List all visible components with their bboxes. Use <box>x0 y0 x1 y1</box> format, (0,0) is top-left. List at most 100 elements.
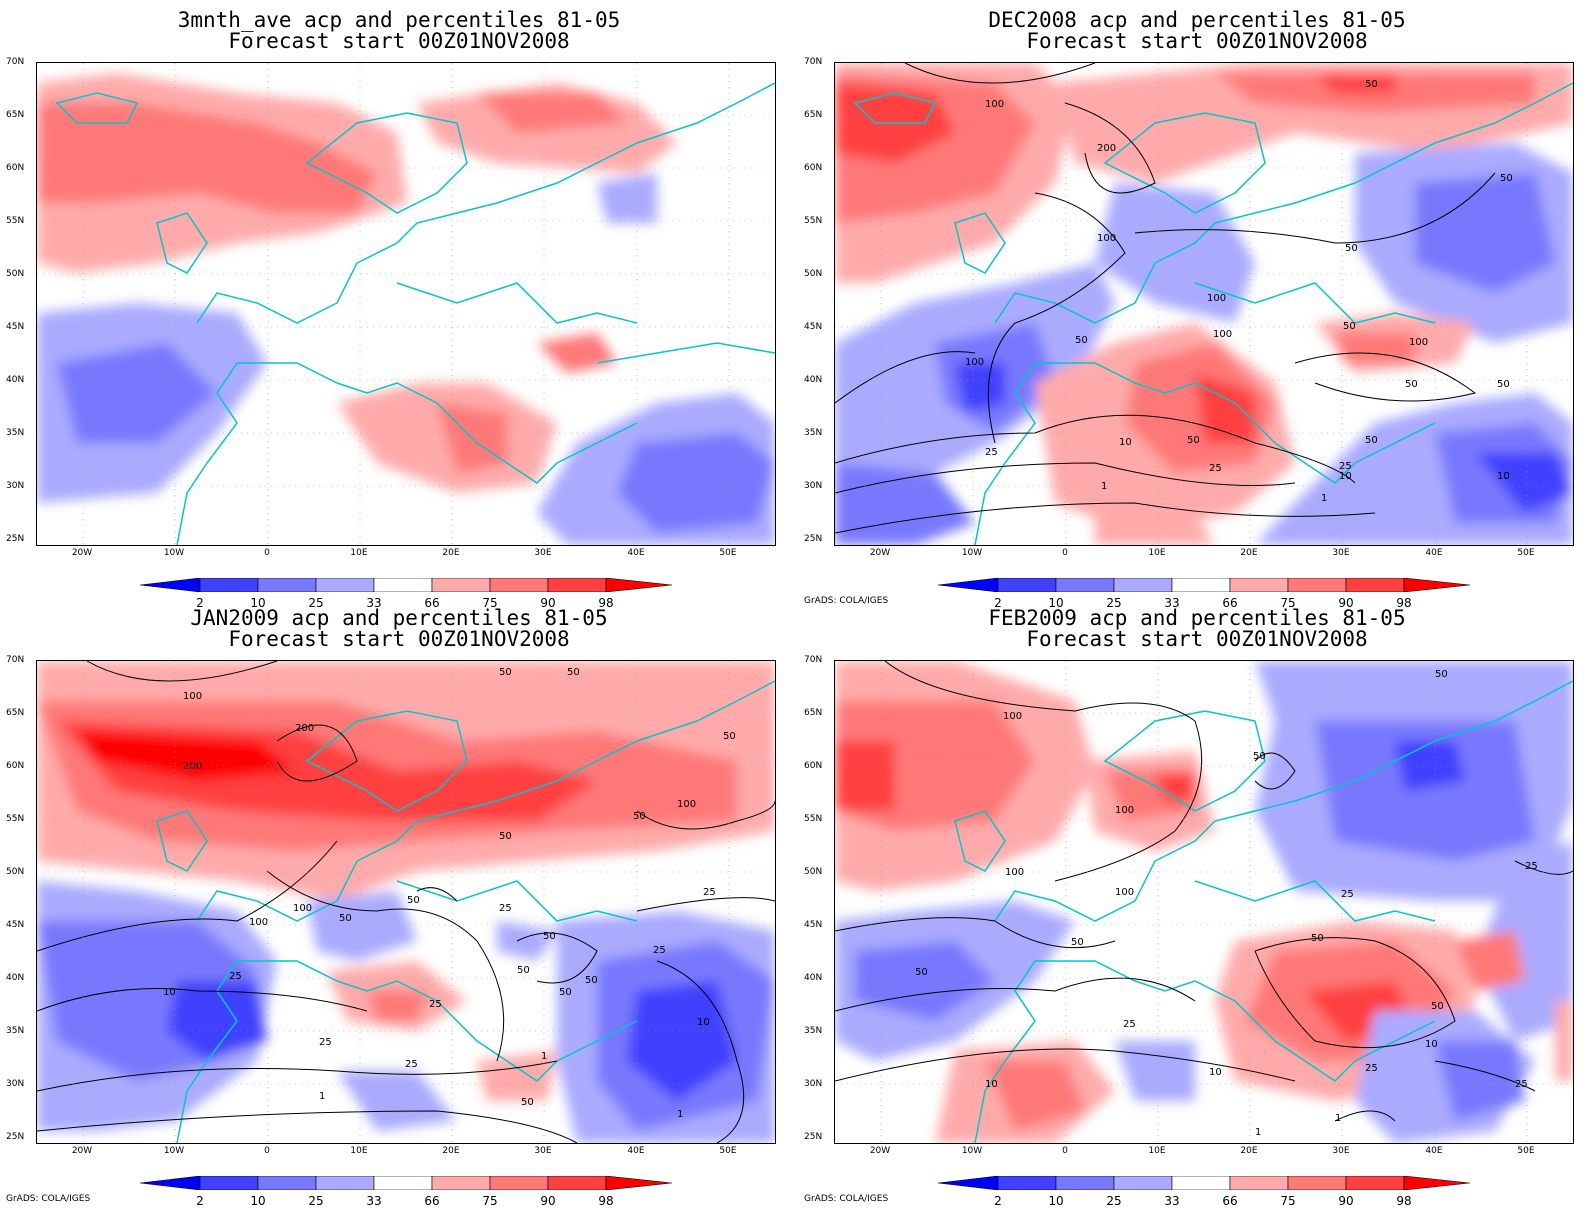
contour-label: 1 <box>1321 493 1327 504</box>
contour-label: 1 <box>1255 1127 1261 1138</box>
colorbar-label: 10 <box>1048 1194 1064 1208</box>
grid-lines <box>835 661 1573 1143</box>
y-label: 35N <box>804 428 823 438</box>
y-label: 40N <box>6 973 25 983</box>
contour-labels: 100 50 50 100 100 100 25 25 50 50 50 25 … <box>915 669 1538 1138</box>
x-label: 50E <box>719 548 737 558</box>
x-label: 30E <box>1332 1146 1350 1156</box>
contour-label: 100 <box>677 799 696 810</box>
x-label: 10E <box>1148 1146 1166 1156</box>
y-label: 65N <box>6 708 25 718</box>
contour-label: 100 <box>1115 887 1134 898</box>
x-label: 40E <box>627 548 645 558</box>
x-label: 10W <box>163 1146 185 1156</box>
colorbar-label: 66 <box>1222 1194 1238 1208</box>
colorbar-label: 2 <box>196 596 204 610</box>
contour-label: 10 <box>1339 471 1352 482</box>
contour-label: 50 <box>559 987 572 998</box>
colorbar-label: 25 <box>308 596 324 610</box>
y-label: 40N <box>804 375 823 385</box>
colorbar-label: 10 <box>1048 596 1064 610</box>
contour-label: 100 <box>1207 293 1226 304</box>
contour-label: 100 <box>1005 867 1024 878</box>
contour-label: 50 <box>407 895 420 906</box>
y-label: 30N <box>6 481 25 491</box>
y-label: 25N <box>6 534 25 544</box>
contour-label: 50 <box>1500 173 1513 184</box>
colorbar-label: 33 <box>1164 1194 1180 1208</box>
colorbar-label: 10 <box>250 596 266 610</box>
contour-label: 50 <box>499 667 512 678</box>
x-label: 50E <box>719 1146 737 1156</box>
panel-title: 3mnth_ave acp and percentiles 81-05 <box>177 8 621 32</box>
contour-label: 100 <box>985 99 1004 110</box>
colorbar-label: 75 <box>1280 596 1296 610</box>
contour-label: 25 <box>1123 1019 1136 1030</box>
colorbar-label: 90 <box>1338 1194 1354 1208</box>
x-label: 10W <box>961 548 983 558</box>
contour-label: 50 <box>567 667 580 678</box>
contour-label: 25 <box>703 887 716 898</box>
contour-label: 100 <box>1003 711 1022 722</box>
contour-label: 10 <box>985 1079 998 1090</box>
contour-label: 50 <box>723 731 736 742</box>
y-label: 35N <box>804 1026 823 1036</box>
y-label: 50N <box>6 867 25 877</box>
panel-subtitle: Forecast start 00Z01NOV2008 <box>1026 29 1368 53</box>
y-label: 25N <box>804 534 823 544</box>
x-label: 40E <box>1425 548 1443 558</box>
y-label: 65N <box>804 110 823 120</box>
colorbar-label: 33 <box>366 1194 382 1208</box>
contour-label: 200 <box>183 761 202 772</box>
x-label: 30E <box>534 1146 552 1156</box>
contour-labels: 100 200 50 100 50 50 100 100 50 100 50 5… <box>965 79 1513 504</box>
y-label: 40N <box>804 973 823 983</box>
y-label: 50N <box>6 269 25 279</box>
x-label: 10E <box>350 1146 368 1156</box>
contour-label: 50 <box>1187 435 1200 446</box>
colorbar-label: 10 <box>250 1194 266 1208</box>
y-label: 50N <box>804 269 823 279</box>
x-label: 20E <box>1240 548 1258 558</box>
y-label: 60N <box>804 163 823 173</box>
contour-label: 100 <box>965 357 984 368</box>
panel-title: FEB2009 acp and percentiles 81-05 <box>988 606 1406 630</box>
colorbar-label: 90 <box>1338 596 1354 610</box>
panel-title: JAN2009 acp and percentiles 81-05 <box>190 606 608 630</box>
shaded-anomalies <box>835 63 1573 545</box>
map-plot <box>36 62 776 546</box>
y-label: 70N <box>6 655 25 665</box>
y-label: 25N <box>804 1132 823 1142</box>
contour-lines <box>37 661 775 1143</box>
x-label: 20E <box>442 1146 460 1156</box>
colorbar-label: 75 <box>482 596 498 610</box>
colorbar-label: 33 <box>1164 596 1180 610</box>
x-label: 0 <box>264 1146 270 1156</box>
y-label: 30N <box>804 481 823 491</box>
x-label: 10W <box>961 1146 983 1156</box>
map-plot: 100 200 50 100 50 50 100 100 50 100 50 5… <box>834 62 1574 546</box>
contour-label: 1 <box>677 1109 683 1120</box>
contour-label: 200 <box>295 723 314 734</box>
x-label: 10E <box>1148 548 1166 558</box>
contour-label: 50 <box>1431 1001 1444 1012</box>
y-label: 50N <box>804 867 823 877</box>
panel-subtitle: Forecast start 00Z01NOV2008 <box>228 627 570 651</box>
contour-label: 100 <box>1115 805 1134 816</box>
contour-label: 25 <box>405 1059 418 1070</box>
y-label: 35N <box>6 428 25 438</box>
grads-credit: GrADS: COLA/IGES <box>804 596 889 606</box>
contour-label: 50 <box>633 811 646 822</box>
shaded-anomalies <box>37 661 775 1143</box>
contour-label: 1 <box>1101 481 1107 492</box>
colorbar-label: 25 <box>1106 1194 1122 1208</box>
grid-lines <box>37 63 775 545</box>
grid-lines <box>835 63 1573 545</box>
contour-label: 1 <box>1335 1113 1341 1124</box>
y-label: 35N <box>6 1026 25 1036</box>
contour-label: 50 <box>1071 937 1084 948</box>
contour-label: 10 <box>1209 1067 1222 1078</box>
y-label: 30N <box>6 1079 25 1089</box>
x-label: 20W <box>71 548 93 558</box>
contour-label: 50 <box>1405 379 1418 390</box>
